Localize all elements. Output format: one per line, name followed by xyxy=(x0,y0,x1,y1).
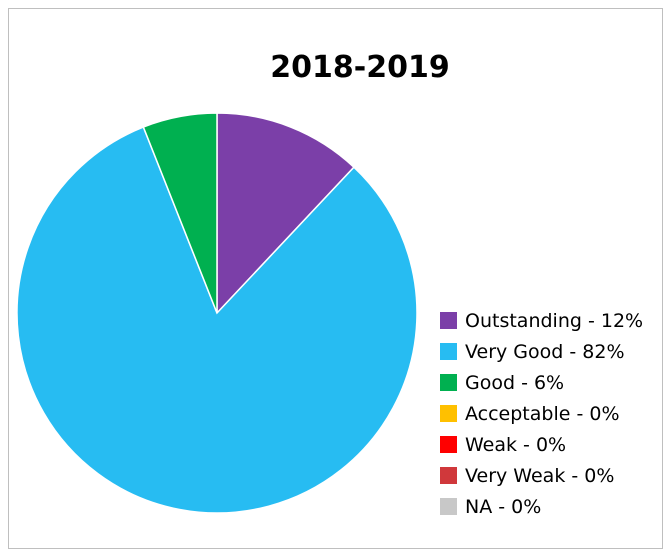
legend-label-1: Very Good - 82% xyxy=(465,340,625,363)
legend-label-4: Weak - 0% xyxy=(465,433,567,456)
legend-item-0: Outstanding - 12% xyxy=(440,305,643,336)
legend-swatch-4 xyxy=(440,436,457,453)
legend-swatch-5 xyxy=(440,467,457,484)
legend-item-1: Very Good - 82% xyxy=(440,336,643,367)
legend-item-4: Weak - 0% xyxy=(440,429,643,460)
legend-label-5: Very Weak - 0% xyxy=(465,464,615,487)
chart-title: 2018-2019 xyxy=(270,50,450,85)
legend-swatch-0 xyxy=(440,312,457,329)
legend-swatch-3 xyxy=(440,405,457,422)
legend-swatch-2 xyxy=(440,374,457,391)
legend-item-2: Good - 6% xyxy=(440,367,643,398)
legend-label-2: Good - 6% xyxy=(465,371,565,394)
legend-label-0: Outstanding - 12% xyxy=(465,309,644,332)
pie-slice-2 xyxy=(142,112,218,314)
pie-slice-1 xyxy=(16,126,418,514)
legend-item-3: Acceptable - 0% xyxy=(440,398,643,429)
legend-swatch-6 xyxy=(440,498,457,515)
legend-item-6: NA - 0% xyxy=(440,491,643,522)
pie-slice-0 xyxy=(216,112,355,315)
legend-label-6: NA - 0% xyxy=(465,495,542,518)
legend-label-3: Acceptable - 0% xyxy=(465,402,620,425)
legend: Outstanding - 12% Very Good - 82% Good - 6… xyxy=(440,305,643,522)
legend-swatch-1 xyxy=(440,343,457,360)
legend-item-5: Very Weak - 0% xyxy=(440,460,643,491)
